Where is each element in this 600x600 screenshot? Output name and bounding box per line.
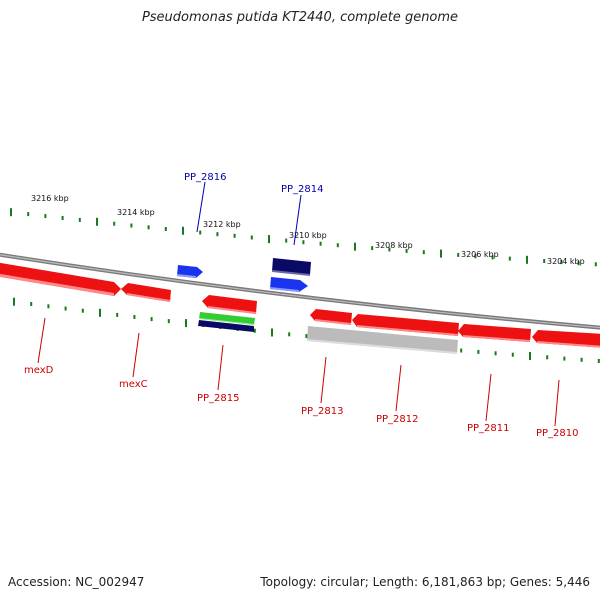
minor-tick [336,243,339,248]
minor-tick [319,241,322,246]
minor-tick [594,262,597,267]
minor-tick [27,212,30,217]
gene-pp2815-green-shape[interactable] [199,312,255,325]
minor-tick [285,238,288,243]
major-tick [529,352,531,360]
major-tick [99,308,101,317]
major-tick [440,249,442,258]
minor-tick [164,227,167,231]
scale-label-3212: 3212 kbp [203,220,241,229]
major-tick [268,235,270,244]
minor-tick [563,356,566,361]
minor-tick [116,312,119,317]
gene-mexd-shape[interactable] [0,262,121,296]
minor-tick [78,217,81,222]
minor-tick [546,355,549,360]
minor-tick [371,246,374,251]
minor-tick [491,255,494,260]
minor-tick [288,332,291,337]
minor-tick [560,260,563,265]
gene-pp2816-shape[interactable] [177,265,203,278]
scale-labels: 3216 kbp 3214 kbp 3212 kbp 3210 kbp 3208… [31,194,585,266]
minor-tick [511,352,514,357]
accession-text: Accession: NC_002947 [8,575,145,589]
gene-label-mexc[interactable]: mexC [119,379,148,390]
gene-label-pp2815[interactable]: PP_2815 [197,393,240,404]
major-tick [182,226,184,235]
minor-tick [81,308,84,313]
scale-label-3206: 3206 kbp [461,250,499,259]
gene-pp2814-navy-shape[interactable] [272,258,311,276]
gene-pp2810-shape[interactable] [532,330,600,348]
gene-pp2812-shape[interactable] [352,314,459,336]
genome-backbone [0,252,600,330]
gene-label-pp2810[interactable]: PP_2810 [536,428,579,439]
minor-tick [508,256,511,261]
major-tick [13,297,15,306]
minor-tick [422,250,425,255]
gene-label-pp2816[interactable]: PP_2816 [184,172,227,183]
minor-tick [597,359,600,363]
gene-label-mexd[interactable]: mexD [24,365,54,376]
major-tick [526,255,528,264]
minor-tick [150,317,153,322]
minor-tick [460,348,463,353]
minor-tick [167,319,170,324]
minor-tick [44,214,47,219]
label-leader-lines [37,181,560,427]
scale-label-3204: 3204 kbp [547,257,585,266]
minor-tick [61,216,64,220]
scale-label-3216: 3216 kbp [31,194,69,203]
minor-tick [113,221,116,226]
gene-pp2815-red-shape[interactable] [202,295,257,314]
minor-tick [457,252,460,257]
gene-mexc-shape[interactable] [121,283,171,302]
gene-pp2813-gray-shape[interactable] [307,326,458,354]
minor-tick [474,254,477,259]
major-tick [185,319,187,328]
scale-label-3208: 3208 kbp [375,241,413,250]
scale-label-3210: 3210 kbp [289,231,327,240]
gene-label-pp2811[interactable]: PP_2811 [467,423,510,434]
minor-tick [30,302,33,306]
minor-tick [199,230,202,235]
minor-tick [147,225,150,230]
gene-label-pp2814[interactable]: PP_2814 [281,184,324,195]
gene-pp2813-shape[interactable] [310,309,352,325]
minor-tick [543,259,546,263]
major-tick [271,328,273,337]
minor-tick [47,304,50,309]
major-tick [354,242,356,251]
gene-label-pp2813[interactable]: PP_2813 [301,406,344,417]
gene-pp2811-shape[interactable] [458,324,531,342]
scale-label-3214: 3214 kbp [117,208,155,217]
minor-tick [305,334,308,339]
gene-pp2815-navy-shape[interactable] [198,320,254,332]
minor-tick [233,233,236,238]
genome-summary-text: Topology: circular; Length: 6,181,863 bp… [260,575,590,589]
minor-tick [494,351,497,356]
minor-tick [64,306,67,311]
gene-pp2814-blue-shape[interactable] [270,277,308,292]
minor-tick [302,240,305,245]
minor-tick [477,349,480,354]
major-tick [10,208,12,217]
minor-tick [216,232,219,237]
map-title: Pseudomonas putida KT2440, complete geno… [141,10,459,25]
minor-tick [388,247,391,252]
minor-tick [133,315,136,319]
minor-tick [577,261,580,266]
minor-tick [580,357,583,362]
gene-label-pp2812[interactable]: PP_2812 [376,414,419,425]
minor-tick [130,223,133,228]
minor-tick [405,248,408,253]
major-tick [96,217,98,226]
upper-scale-ticks [10,208,597,267]
minor-tick [250,235,253,240]
minor-tick [253,328,256,333]
